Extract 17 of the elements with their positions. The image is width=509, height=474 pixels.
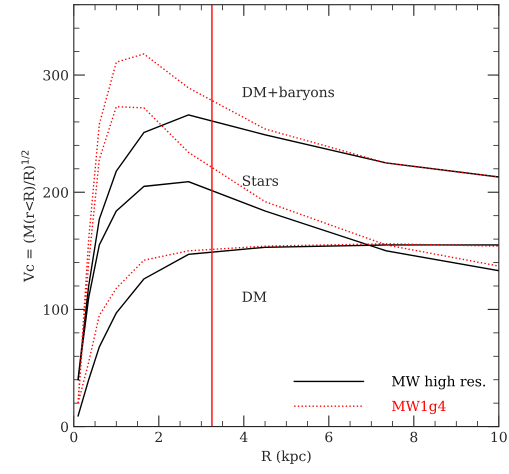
y-tick-label: 0: [61, 422, 68, 432]
y-axis-title: Vc = (M(r<R)/R)$^{1/2}$: [21, 150, 36, 282]
x-tick-label: 8: [410, 432, 418, 442]
x-tick-label: 4: [240, 432, 248, 442]
y-tick-label: 100: [44, 304, 68, 315]
annotation: DM+baryons: [242, 86, 334, 100]
legend-label: MW high res.: [392, 376, 486, 390]
x-tick-label: 0: [70, 432, 78, 442]
y-tick-label: 200: [43, 187, 68, 198]
x-axis-title: R (kpc): [262, 450, 311, 464]
x-tick-label: 6: [325, 432, 332, 442]
x-tick-label: 2: [155, 432, 162, 442]
legend-label: MW1g4: [392, 400, 446, 414]
annotation: DM: [242, 292, 266, 302]
y-tick-label: 300: [43, 70, 68, 81]
annotation: Stars: [242, 175, 278, 186]
x-tick-label: 10: [492, 432, 507, 442]
